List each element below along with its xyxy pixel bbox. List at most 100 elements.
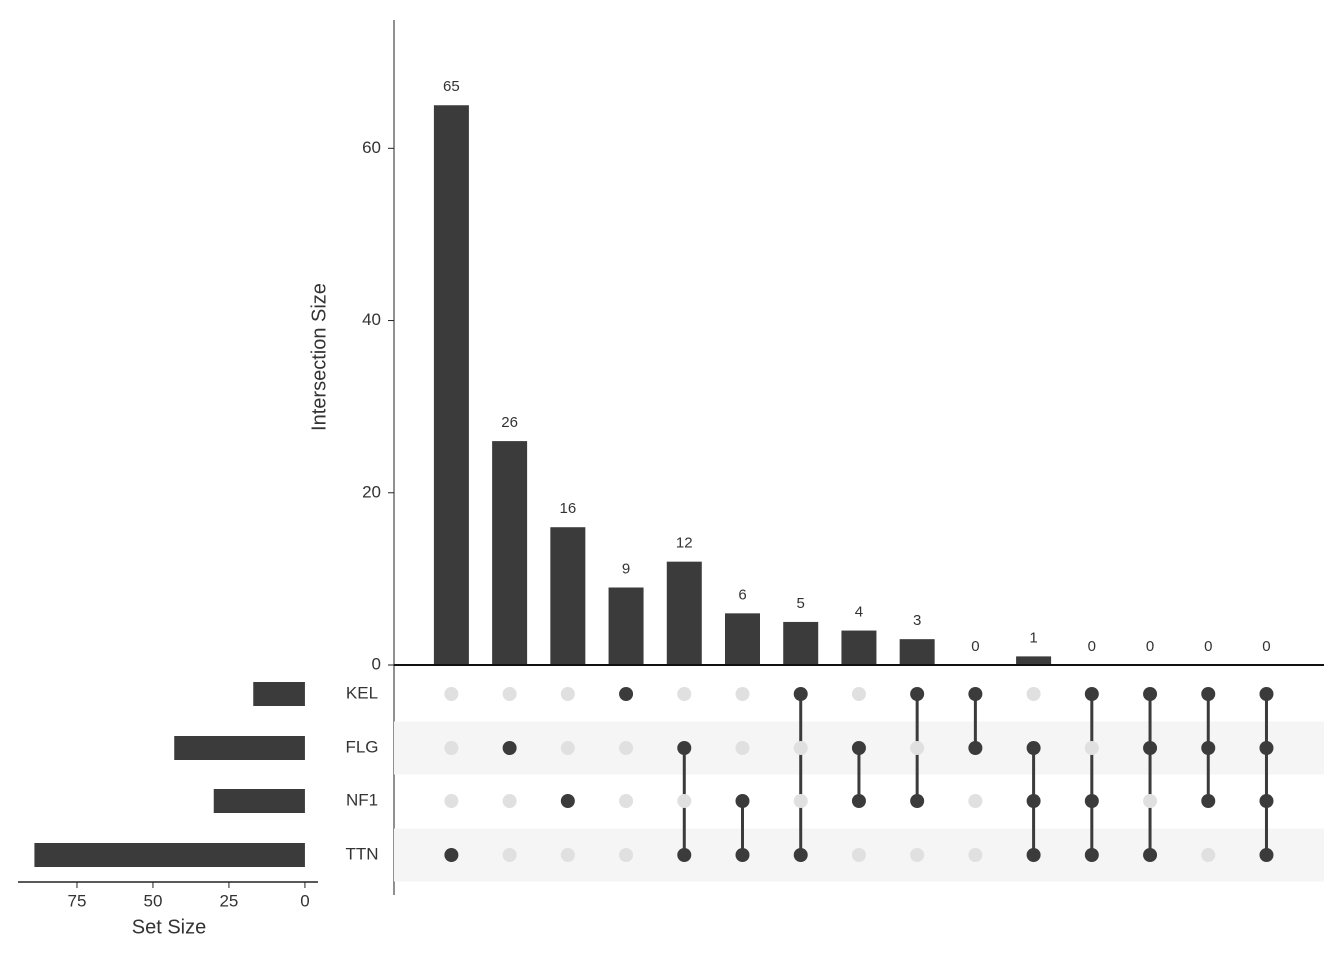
dot-active <box>1143 848 1158 862</box>
bar <box>550 527 586 665</box>
dot-inactive <box>1201 848 1216 862</box>
dot-active <box>735 794 750 808</box>
dot-inactive <box>444 794 459 808</box>
dot-inactive <box>910 848 925 862</box>
dot-inactive <box>619 741 634 755</box>
dot-active <box>677 741 692 755</box>
bar <box>841 630 877 665</box>
dot-inactive <box>851 848 866 862</box>
dot-active <box>735 848 750 862</box>
dot-inactive <box>619 794 634 808</box>
dot-active <box>560 794 575 808</box>
dot-active <box>910 687 925 701</box>
bar <box>725 613 760 665</box>
bar-label: 16 <box>559 500 576 517</box>
set-axis-tick-label: 25 <box>219 891 238 910</box>
set-axis-tick-label: 50 <box>143 891 162 910</box>
y-tick-label: 40 <box>362 310 381 329</box>
set-label: FLG <box>345 737 378 756</box>
set-bar <box>34 843 305 867</box>
bar <box>492 441 528 665</box>
dot-inactive <box>1143 794 1158 808</box>
dot-inactive <box>1084 741 1099 755</box>
dot-inactive <box>560 741 575 755</box>
bar-label: 65 <box>443 78 460 95</box>
dot-inactive <box>502 848 517 862</box>
dot-inactive <box>793 741 808 755</box>
bar-label: 0 <box>1262 638 1270 655</box>
dot-active <box>677 848 692 862</box>
dot-inactive <box>677 794 692 808</box>
dot-inactive <box>910 741 925 755</box>
bar <box>433 105 469 666</box>
dot-active <box>1084 848 1099 862</box>
dot-inactive <box>968 848 983 862</box>
dot-active <box>910 794 925 808</box>
dot-inactive <box>677 687 692 701</box>
dot-active <box>851 741 866 755</box>
dot-inactive <box>560 848 575 862</box>
bar-label: 0 <box>1088 638 1096 655</box>
dot-active <box>1201 794 1216 808</box>
bar <box>666 561 702 665</box>
dot-active <box>968 687 983 701</box>
bar-label: 1 <box>1029 629 1037 646</box>
dot-active <box>1143 741 1158 755</box>
dot-active <box>793 848 808 862</box>
y-tick-label: 20 <box>362 482 381 501</box>
dot-active <box>1259 687 1274 701</box>
dot-inactive <box>502 794 517 808</box>
bar <box>899 639 935 665</box>
dot-inactive <box>502 687 517 701</box>
dot-inactive <box>968 794 983 808</box>
dot-active <box>1026 741 1041 755</box>
x-axis-title: Set Size <box>132 916 206 938</box>
dot-active <box>851 794 866 808</box>
dot-active <box>1143 687 1158 701</box>
dot-inactive <box>793 794 808 808</box>
set-label: KEL <box>346 683 378 702</box>
dot-active <box>1026 848 1041 862</box>
dot-active <box>1259 848 1274 862</box>
set-bar <box>253 682 305 706</box>
bar-label: 9 <box>622 560 630 577</box>
set-label: TTN <box>345 844 378 863</box>
dot-inactive <box>735 741 750 755</box>
dot-active <box>1259 794 1274 808</box>
bar <box>783 621 819 665</box>
bar-label: 0 <box>1204 638 1212 655</box>
dot-active <box>1084 794 1099 808</box>
dot-active <box>1201 741 1216 755</box>
bar-label: 0 <box>971 638 979 655</box>
bar-label: 26 <box>501 414 518 431</box>
bar <box>1016 656 1052 665</box>
bar-label: 3 <box>913 612 921 629</box>
dot-inactive <box>851 687 866 701</box>
set-axis-tick-label: 75 <box>68 891 87 910</box>
dot-inactive <box>444 687 459 701</box>
bar-label: 0 <box>1146 638 1154 655</box>
dot-active <box>1084 687 1099 701</box>
dot-active <box>793 687 808 701</box>
dot-inactive <box>560 687 575 701</box>
set-bar <box>213 789 305 813</box>
bar <box>608 587 644 665</box>
bar-label: 4 <box>855 604 863 621</box>
dot-active <box>502 741 517 755</box>
set-axis-tick-label: 0 <box>300 891 309 910</box>
dot-active <box>619 687 634 701</box>
dot-active <box>968 741 983 755</box>
dot-active <box>1026 794 1041 808</box>
y-tick-label: 60 <box>362 138 381 157</box>
set-bar <box>174 736 305 760</box>
y-tick-label: 0 <box>372 654 381 673</box>
dot-inactive <box>444 741 459 755</box>
dot-inactive <box>619 848 634 862</box>
dot-active <box>1259 741 1274 755</box>
dot-inactive <box>735 687 750 701</box>
bar-label: 6 <box>738 586 746 603</box>
dot-active <box>444 848 459 862</box>
bar-label: 5 <box>797 595 805 612</box>
dot-active <box>1201 687 1216 701</box>
